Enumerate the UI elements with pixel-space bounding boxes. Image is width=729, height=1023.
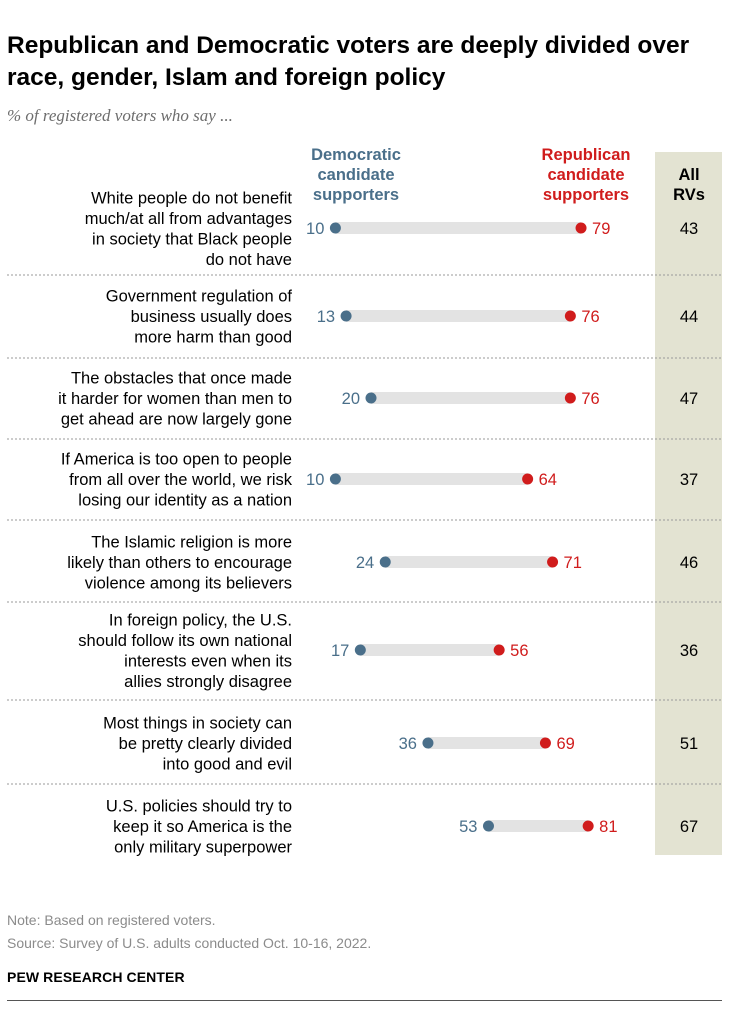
row-label: U.S. policies should try to xyxy=(106,798,292,816)
republican-value-label: 81 xyxy=(599,818,617,836)
chart-rows: White people do not benefit much/at all f… xyxy=(7,189,722,857)
republican-value-label: 71 xyxy=(564,554,582,572)
row-label: interests even when its xyxy=(124,652,292,670)
democratic-dot xyxy=(329,473,341,485)
democratic-dot xyxy=(422,737,434,749)
democratic-value-label: 10 xyxy=(306,471,324,489)
row-label: If America is too open to people xyxy=(61,451,292,469)
democratic-value-label: 36 xyxy=(399,735,417,753)
row-label: only military superpower xyxy=(114,839,292,857)
all-rvs-value-label: 36 xyxy=(680,642,698,660)
democratic-dot xyxy=(365,392,377,404)
republican-dot xyxy=(564,392,576,404)
republican-dot xyxy=(575,222,587,234)
chart-row: The Islamic religion is more likely than … xyxy=(67,534,698,593)
row-label: In foreign policy, the U.S. xyxy=(109,611,292,629)
row-label: it harder for women than men to xyxy=(58,390,292,408)
chart-row: U.S. policies should try to keep it so Am… xyxy=(106,798,698,857)
row-label: be pretty clearly divided xyxy=(119,735,292,753)
chart-row: In foreign policy, the U.S. should follow… xyxy=(78,611,698,691)
chart-row: White people do not benefit much/at all f… xyxy=(85,189,698,269)
legend-republican-label: Republican xyxy=(542,146,631,164)
republican-value-label: 76 xyxy=(581,390,599,408)
dot-plot-chart: Democratic candidate supporters Republican c… xyxy=(7,146,722,857)
chart-title: Republican and Democratic voters are dee… xyxy=(7,32,690,91)
democratic-value-label: 13 xyxy=(317,308,335,326)
democratic-dot xyxy=(354,644,366,656)
chart-row: The obstacles that once made it harder fo… xyxy=(58,370,698,429)
republican-dot xyxy=(582,820,594,832)
row-label: likely than others to encourage xyxy=(67,554,292,572)
chart-row: If America is too open to people from all… xyxy=(61,451,698,510)
bottom-divider xyxy=(7,1000,722,1001)
row-label: business usually does xyxy=(131,308,292,326)
legend-democratic-label: Democratic xyxy=(311,146,401,164)
chart-row: Government regulation of business usually… xyxy=(106,288,698,347)
row-label: in society that Black people xyxy=(92,230,292,248)
row-label: into good and evil xyxy=(163,756,292,774)
legend-democratic-label: supporters xyxy=(313,186,399,204)
row-label: should follow its own national xyxy=(78,632,292,650)
source-note: Source: Survey of U.S. adults conducted … xyxy=(7,935,372,951)
row-label: violence among its believers xyxy=(85,575,292,593)
republican-value-label: 79 xyxy=(592,220,610,238)
all-rvs-value-label: 47 xyxy=(680,390,698,408)
republican-dot xyxy=(522,473,534,485)
all-rvs-value-label: 44 xyxy=(680,308,698,326)
all-rvs-value-label: 37 xyxy=(680,471,698,489)
republican-dot xyxy=(493,644,505,656)
row-label: allies strongly disagree xyxy=(124,673,292,691)
republican-value-label: 64 xyxy=(539,471,557,489)
all-rvs-value-label: 51 xyxy=(680,735,698,753)
republican-dot xyxy=(539,737,551,749)
republican-dot xyxy=(547,556,559,568)
row-label: The Islamic religion is more xyxy=(91,534,292,552)
row-label: do not have xyxy=(206,251,292,269)
democratic-dot xyxy=(482,820,494,832)
footnote: Note: Based on registered voters. xyxy=(7,912,216,928)
democratic-dot xyxy=(379,556,391,568)
republican-dot xyxy=(564,310,576,322)
democratic-value-label: 10 xyxy=(306,220,324,238)
all-rvs-value-label: 43 xyxy=(680,220,698,238)
democratic-value-label: 20 xyxy=(342,390,360,408)
row-label: Government regulation of xyxy=(106,288,293,306)
republican-value-label: 76 xyxy=(581,308,599,326)
row-label: much/at all from advantages xyxy=(85,210,292,228)
publisher-logo-text: PEW RESEARCH CENTER xyxy=(7,969,185,985)
legend-all-rvs-label: RVs xyxy=(673,186,705,204)
legend-republican-label: candidate xyxy=(547,166,624,184)
row-label: losing our identity as a nation xyxy=(78,492,292,510)
chart-legend: Democratic candidate supporters Republican c… xyxy=(311,146,705,204)
all-rvs-value-label: 67 xyxy=(680,818,698,836)
all-rvs-band xyxy=(655,152,722,855)
row-label: keep it so America is the xyxy=(113,818,292,836)
row-label: The obstacles that once made xyxy=(71,370,292,388)
democratic-dot xyxy=(340,310,352,322)
chart-subtitle: % of registered voters who say ... xyxy=(7,106,233,125)
row-label: more harm than good xyxy=(134,329,292,347)
row-label: get ahead are now largely gone xyxy=(61,411,292,429)
row-label: Most things in society can xyxy=(103,715,292,733)
republican-value-label: 69 xyxy=(556,735,574,753)
legend-all-rvs-label: All xyxy=(678,166,699,184)
legend-democratic-label: candidate xyxy=(317,166,394,184)
all-rvs-value-label: 46 xyxy=(680,554,698,572)
democratic-value-label: 53 xyxy=(459,818,477,836)
democratic-value-label: 24 xyxy=(356,554,374,572)
legend-republican-label: supporters xyxy=(543,186,629,204)
row-label: from all over the world, we risk xyxy=(69,471,293,489)
row-label: White people do not benefit xyxy=(91,189,292,207)
democratic-dot xyxy=(329,222,341,234)
republican-value-label: 56 xyxy=(510,642,528,660)
democratic-value-label: 17 xyxy=(331,642,349,660)
chart-row: Most things in society can be pretty clea… xyxy=(103,715,698,774)
